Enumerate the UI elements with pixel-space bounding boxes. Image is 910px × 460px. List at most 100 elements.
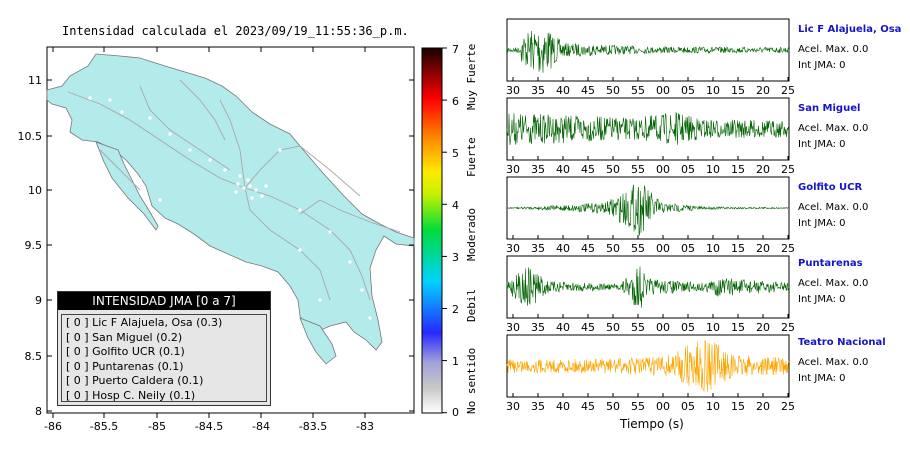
time-tick-label: 10 [706,84,720,97]
time-tick-label: 30 [506,400,520,413]
station-marker [120,110,124,114]
seismogram-panel: 30 35 40 45 50 55 00 05 10 15 20 25 [506,18,795,97]
legend-item: [ 0 ] Hosp C. Neily (0.1) [66,388,196,402]
time-tick-label: 10 [706,321,720,334]
x-tick-label: -85 [148,420,166,433]
station-info: Lic F Alajuela, Osa Acel. Max. 0.0 Int J… [798,24,908,71]
time-tick-label: 30 [506,321,520,334]
waveform-trace [506,111,790,146]
time-tick-label: 55 [631,242,645,255]
time-tick-label: 15 [731,400,745,413]
waveform-trace [506,339,790,393]
station-marker [208,158,212,162]
station-name: Lic F Alajuela, Osa [798,24,902,35]
station-marker [264,184,268,188]
colorbar-label-muy-fuerte: Muy Fuerte [465,43,478,110]
time-tick-label: 20 [756,400,770,413]
colorbar-tick-label: 3 [452,251,459,264]
station-marker [242,186,246,190]
time-tick-label: 00 [656,242,670,255]
y-tick-label: 8 [35,405,42,418]
station-acel: Acel. Max. 0.0 [798,44,869,55]
station-acel: Acel. Max. 0.0 [798,202,869,213]
station-marker [260,194,264,198]
time-tick-label: 50 [606,321,620,334]
station-int: Int JMA: 0 [798,373,846,384]
x-axis-label: Tiempo (s) [620,417,684,431]
station-info: Golfito UCR Acel. Max. 0.0 Int JMA: 0 [798,182,908,229]
station-marker [158,198,162,202]
time-tick-label: 35 [531,84,545,97]
station-int: Int JMA: 0 [798,294,846,305]
colorbar-tick-label: 5 [452,147,459,160]
colorbar-label-moderado: Moderado [465,208,478,261]
time-tick-label: 50 [606,242,620,255]
station-marker [223,168,227,172]
y-tick-label: 8.5 [25,350,43,363]
station-name: Teatro Nacional [798,337,886,348]
colorbar-label-no-sentido: No sentido [465,347,478,414]
x-tick-label: -83 [356,420,374,433]
legend-item: [ 0 ] Lic F Alajuela, Osa (0.3) [66,316,223,329]
station-name: San Miguel [798,103,861,114]
time-tick-label: 50 [606,84,620,97]
time-tick-label: 20 [756,163,770,176]
station-marker [318,298,322,302]
time-tick-label: 10 [706,242,720,255]
station-info: San Miguel Acel. Max. 0.0 Int JMA: 0 [798,103,908,150]
time-tick-label: 05 [681,400,695,413]
time-tick-label: 30 [506,84,520,97]
station-marker [88,96,92,100]
y-tick-label: 11 [28,74,42,87]
y-tick-label: 9 [35,294,42,307]
intensity-legend: INTENSIDAD JMA [0 a 7] [ 0 ] Lic F Alaju… [57,291,271,406]
time-tick-label: 25 [781,242,795,255]
station-marker [148,116,152,120]
time-tick-label: 10 [706,400,720,413]
time-tick-label: 35 [531,321,545,334]
colorbar-tick-label: 7 [452,43,459,56]
time-tick-label: 05 [681,321,695,334]
station-name: Golfito UCR [798,182,863,193]
road-line [179,79,226,141]
map-axes: -86 -85.5 -85 -84.5 -84 -83.5 -83 11 10.5 10 9.5 9 8… [18,47,414,433]
station-acel: Acel. Max. 0.0 [798,123,869,134]
time-tick-label: 35 [531,400,545,413]
colorbar [421,47,443,414]
seismogram-panel: 30 35 40 45 50 55 00 05 10 15 20 25 [506,334,795,413]
time-tick-label: 00 [656,163,670,176]
station-int: Int JMA: 0 [798,218,846,229]
colorbar-tick-label: 6 [452,95,459,108]
road-line [67,91,246,189]
time-tick-label: 40 [556,242,570,255]
road-line [139,85,231,171]
station-marker [246,178,250,182]
road-line [299,199,401,233]
map-title: Intensidad calculada el 2023/09/19_11:55… [62,24,409,38]
y-tick-label: 10.5 [18,130,43,143]
time-tick-label: 25 [781,163,795,176]
station-marker [328,230,332,234]
seismogram-panel: 30 35 40 45 50 55 00 05 10 15 20 25 [506,255,795,334]
road-line [244,187,331,301]
time-tick-label: 45 [581,242,595,255]
time-tick-label: 15 [731,321,745,334]
station-marker [254,188,258,192]
time-tick-label: 25 [781,84,795,97]
colorbar-tick-label: 0 [452,406,459,419]
station-name: Puntarenas [798,258,863,269]
station-marker [188,148,192,152]
time-tick-label: 05 [681,242,695,255]
seismogram-panels: 30 35 40 45 50 55 00 05 10 15 20 25 30 35 40 45 50 55 00 05… [506,18,795,413]
time-tick-label: 45 [581,321,595,334]
time-tick-label: 05 [681,163,695,176]
time-tick-label: 40 [556,321,570,334]
y-tick-label: 9.5 [25,239,43,252]
time-tick-label: 10 [706,163,720,176]
station-marker [278,148,282,152]
time-tick-label: 55 [631,84,645,97]
station-marker [298,248,302,252]
time-tick-label: 25 [781,321,795,334]
station-marker [238,174,242,178]
